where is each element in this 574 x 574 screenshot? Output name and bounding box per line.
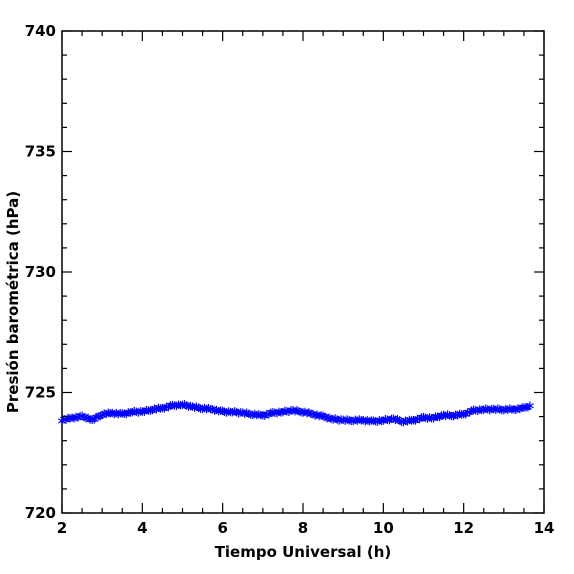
tick-labels: 2 4 6 8 10 12 14 720 725 730 735 740 xyxy=(25,22,555,537)
x-tick-label: 6 xyxy=(217,519,227,537)
x-tick-label: 14 xyxy=(534,519,555,537)
y-tick-label: 740 xyxy=(25,22,56,40)
data-point xyxy=(526,401,534,410)
axis-ticks xyxy=(61,30,545,514)
x-tick-label: 10 xyxy=(373,519,394,537)
y-tick-label: 720 xyxy=(25,504,56,522)
y-tick-label: 730 xyxy=(25,263,56,281)
x-axis-label: Tiempo Universal (h) xyxy=(215,543,392,561)
y-tick-label: 735 xyxy=(25,143,56,161)
data-points xyxy=(58,400,534,427)
x-tick-label: 8 xyxy=(298,519,308,537)
y-axis-label: Presión barométrica (hPa) xyxy=(4,191,22,413)
x-tick-label: 2 xyxy=(57,519,67,537)
plot-area xyxy=(61,30,545,514)
plot-frame xyxy=(61,30,545,514)
x-tick-label: 12 xyxy=(453,519,474,537)
y-tick-label: 725 xyxy=(25,384,56,402)
x-tick-label: 4 xyxy=(137,519,147,537)
